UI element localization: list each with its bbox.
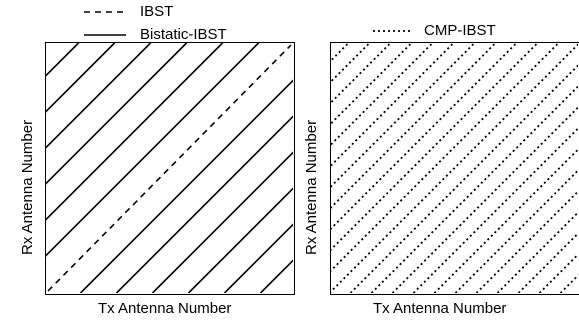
- bistatic-ibst-line: [46, 43, 224, 221]
- bistatic-ibst-line: [46, 43, 188, 185]
- right-ylabel: Rx Antenna Number: [303, 119, 320, 255]
- cmp-ibst-line: [370, 85, 578, 293]
- cmp-ibst-line: [331, 43, 539, 251]
- cmp-ibst-line: [331, 43, 350, 62]
- cmp-ibst-line: [331, 43, 578, 293]
- cmp-ibst-line: [331, 43, 434, 146]
- solid-line-icon: [84, 34, 126, 36]
- bistatic-ibst-line: [46, 43, 260, 257]
- bistatic-ibst-line: [46, 43, 116, 113]
- bistatic-ibst-line: [151, 151, 293, 293]
- dashed-line-icon: [84, 11, 126, 13]
- bistatic-ibst-line: [79, 79, 293, 293]
- cmp-ibst-line: [433, 148, 578, 293]
- ibst-line: [47, 44, 292, 292]
- left-panel-frame: [45, 42, 295, 295]
- bistatic-ibst-line: [115, 115, 293, 293]
- cmp-ibst-line: [391, 106, 578, 293]
- legend-label-cmp-ibst: CMP-IBST: [424, 22, 496, 39]
- legend-item-bistatic-ibst: Bistatic-IBST: [82, 26, 227, 44]
- cmp-ibst-line: [412, 127, 578, 293]
- bistatic-ibst-line: [223, 223, 293, 293]
- legend-label-ibst: IBST: [140, 3, 174, 20]
- cmp-ibst-line: [349, 64, 578, 293]
- legend-label-bistatic-ibst: Bistatic-IBST: [140, 26, 227, 43]
- legend-item-ibst: IBST: [82, 3, 173, 21]
- cmp-ibst-line: [331, 43, 497, 209]
- bistatic-ibst-line: [46, 43, 152, 149]
- cmp-ibst-line: [331, 43, 560, 272]
- right-xlabel: Tx Antenna Number: [373, 300, 507, 317]
- left-panel-plot: [46, 43, 293, 293]
- cmp-ibst-line: [331, 43, 476, 188]
- cmp-ibst-line: [517, 232, 578, 293]
- right-panel-plot: [331, 43, 578, 293]
- cmp-ibst-line: [331, 43, 392, 104]
- cmp-ibst-line: [331, 43, 413, 125]
- cmp-ibst-line: [331, 43, 371, 83]
- left-ylabel: Rx Antenna Number: [19, 119, 36, 255]
- legend-item-cmp-ibst: CMP-IBST: [372, 22, 496, 40]
- right-panel-frame: [330, 42, 579, 295]
- cmp-ibst-line: [331, 43, 518, 230]
- bistatic-ibst-line: [187, 187, 293, 293]
- left-xlabel: Tx Antenna Number: [98, 300, 232, 317]
- dotted-line-icon: [373, 30, 410, 32]
